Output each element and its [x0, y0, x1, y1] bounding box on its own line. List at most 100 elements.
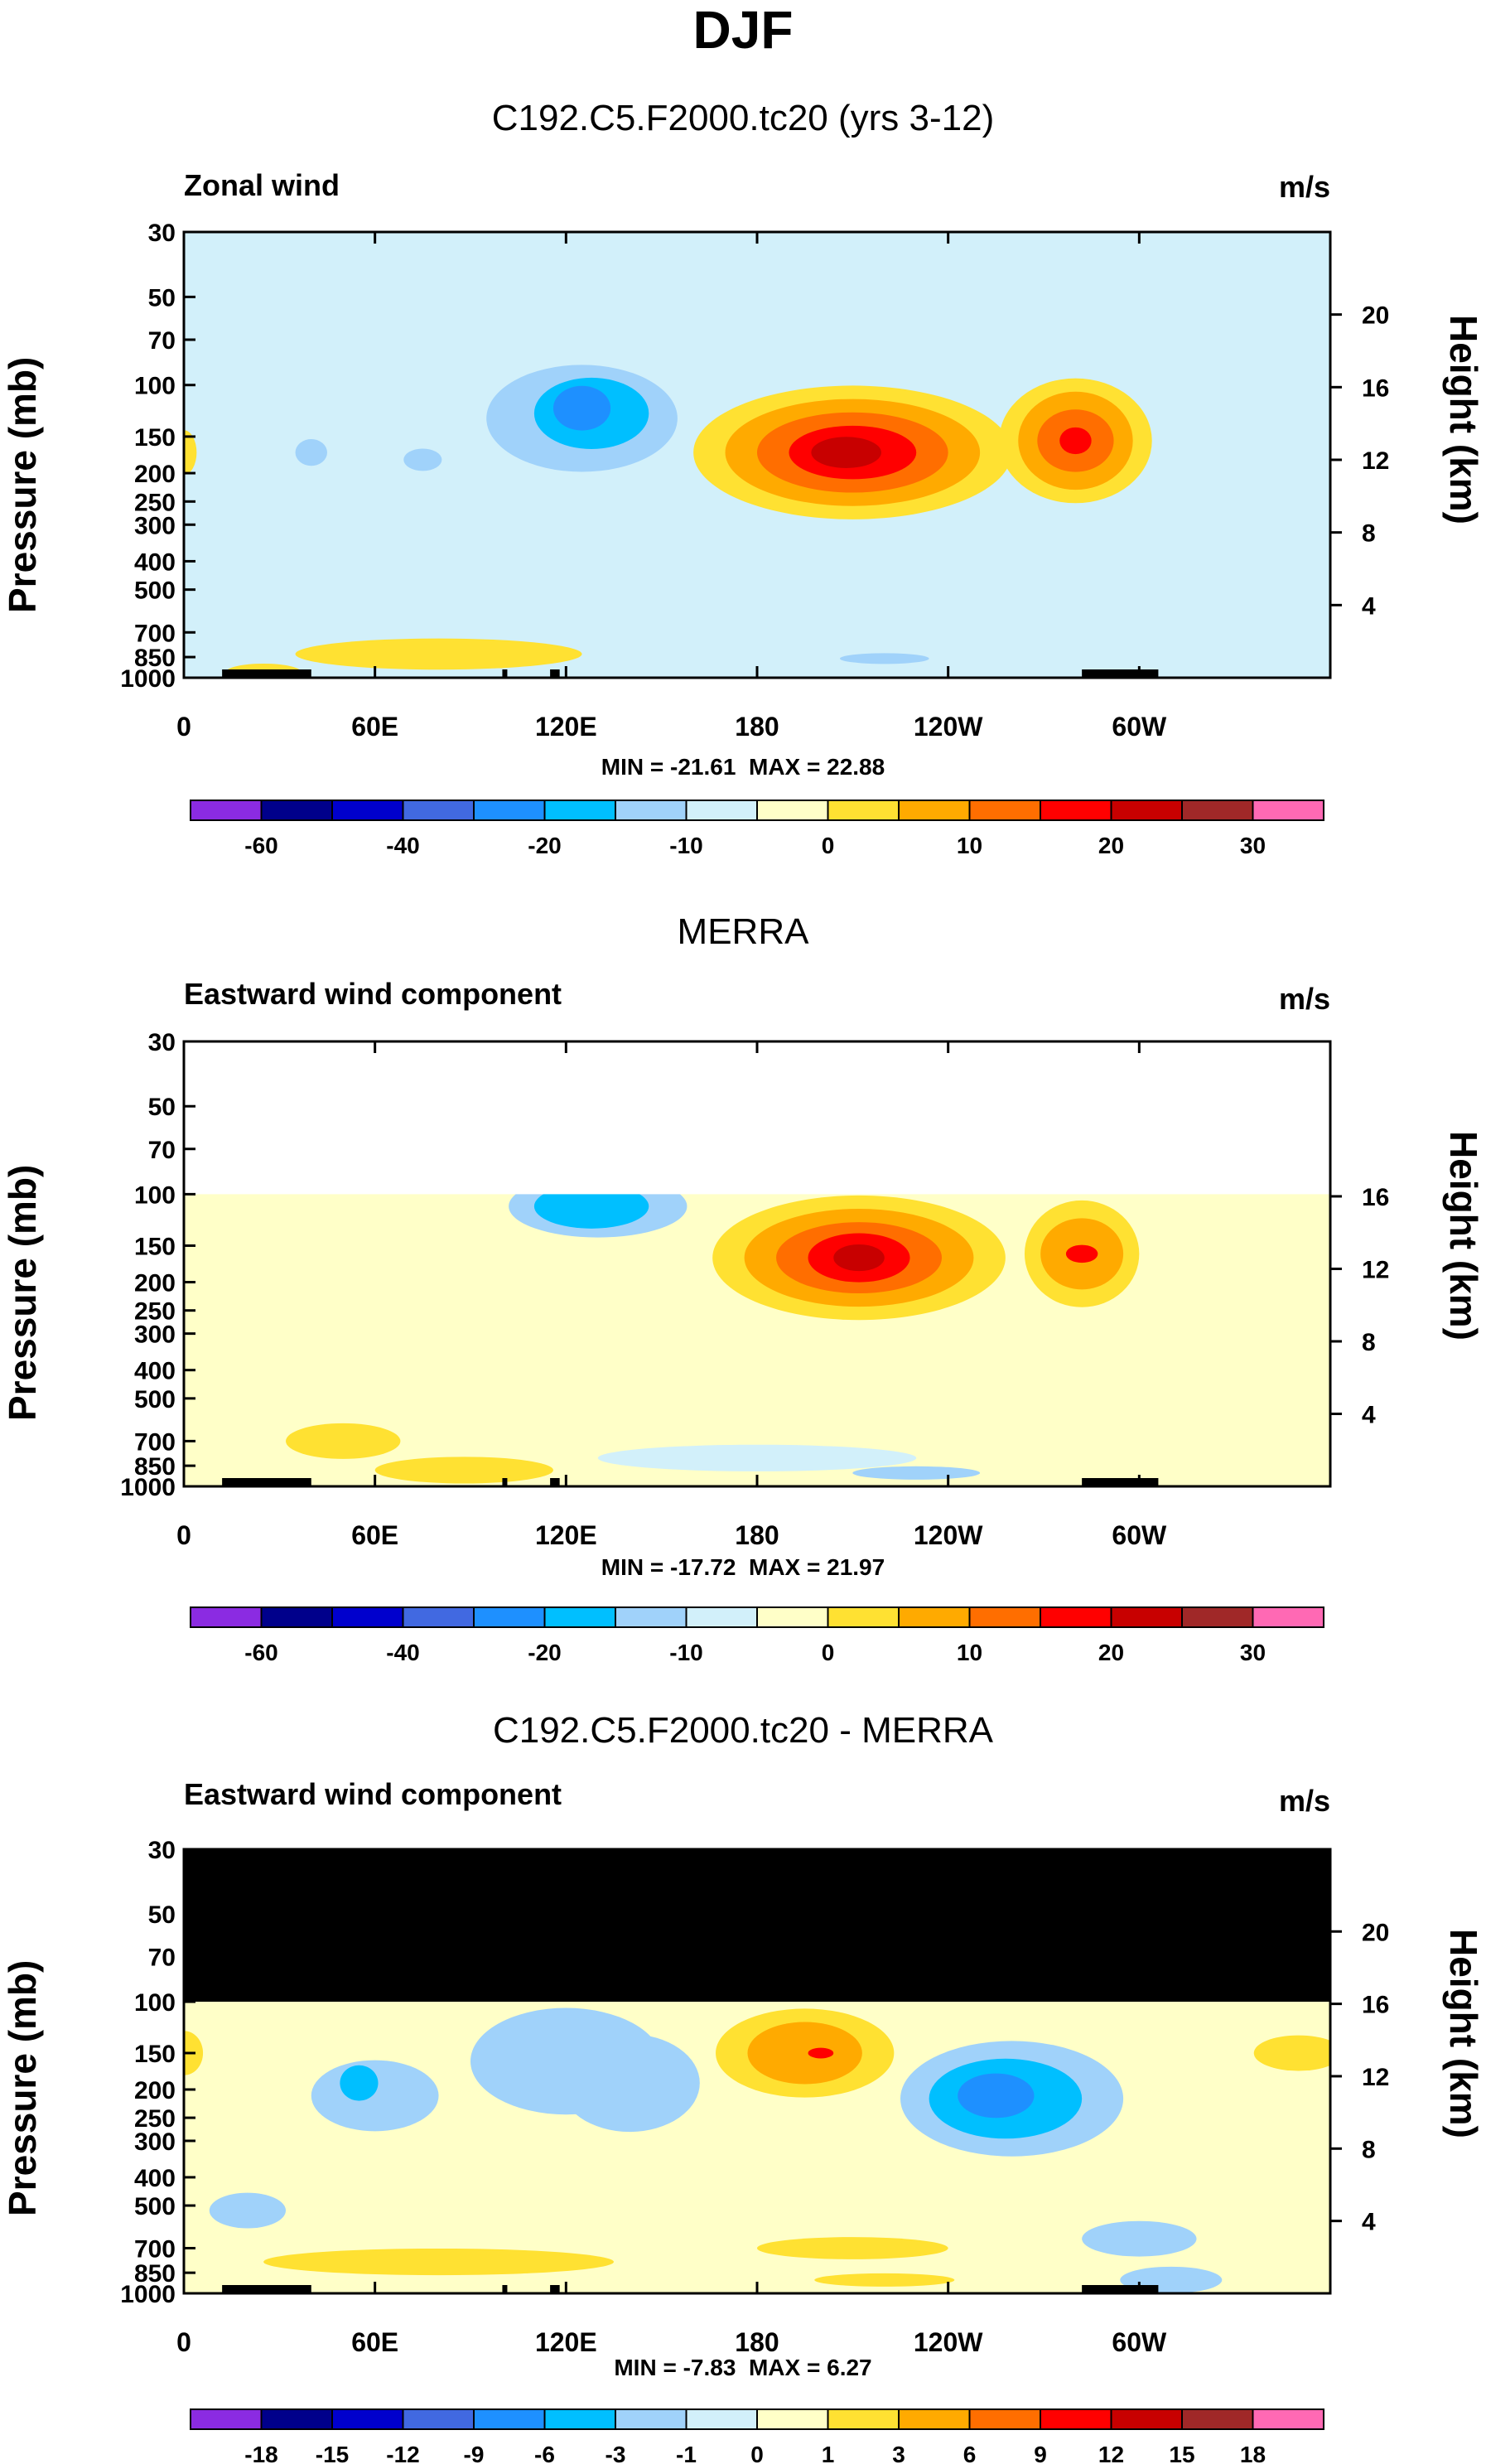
- page-title: DJF: [692, 0, 794, 60]
- panel-2-pressure-tick-label: 1000: [120, 1474, 176, 1501]
- panel-3-contour-region: [1082, 2220, 1197, 2257]
- colorbar-swatch: [615, 2408, 688, 2430]
- panel-3-contour-region: [814, 2273, 955, 2287]
- panel-1-title: C192.C5.F2000.tc20 (yrs 3-12): [491, 98, 995, 138]
- colorbar-swatch: [473, 800, 546, 821]
- panel-2-x-tick-label: 60W: [1112, 1520, 1167, 1550]
- colorbar-label: 0: [750, 2442, 764, 2464]
- panel-3-title: C192.C5.F2000.tc20 - MERRA: [492, 1710, 994, 1751]
- panel-2-min: MIN = -17.72: [601, 1554, 736, 1580]
- panel-2-pressure-tick-label: 200: [134, 1270, 176, 1297]
- panel-3-x-tick-label: 60W: [1112, 2327, 1167, 2357]
- colorbar-label: -6: [534, 2442, 555, 2464]
- panel-1-pressure-tick-label: 850: [134, 645, 176, 672]
- panel-2-topography: [1082, 1478, 1159, 1486]
- panel-2-pressure-tick-label: 850: [134, 1453, 176, 1481]
- panel-2-height-tick-label: 12: [1362, 1256, 1389, 1283]
- panel-3-masked-region: [184, 1849, 1330, 2003]
- colorbar-swatch: [473, 2408, 546, 2430]
- colorbar-label: 18: [1240, 2442, 1266, 2464]
- colorbar-swatch: [968, 2408, 1041, 2430]
- panel-1-variable-label: Zonal wind: [184, 168, 340, 202]
- panel-1-x-tick-label: 120W: [914, 712, 983, 742]
- colorbar-swatch: [1252, 2408, 1324, 2430]
- panel-3-pressure-tick-label: 400: [134, 2165, 176, 2192]
- panel-3-height-tick-label: 20: [1362, 1919, 1389, 1946]
- panel-2-contour-region: [533, 1184, 649, 1229]
- panel-2-masked-region: [184, 1041, 1330, 1195]
- colorbar-label: 30: [1240, 1640, 1266, 1665]
- panel-3-pressure-tick-label: 100: [134, 1989, 176, 2017]
- panel-1-contour-region: [295, 638, 582, 670]
- colorbar-label: -12: [386, 2442, 419, 2464]
- panel-3-height-tick-label: 4: [1362, 2209, 1376, 2236]
- panel-1-height-tick-label: 8: [1362, 520, 1376, 548]
- panel-2-variable-label: Eastward wind component: [184, 977, 562, 1011]
- colorbar-label: -60: [244, 1640, 277, 1665]
- colorbar-swatch: [756, 800, 829, 821]
- panel-1-topography: [222, 669, 311, 678]
- panel-2-contour-region: [833, 1244, 885, 1272]
- panel-2-pressure-tick-label: 50: [148, 1094, 176, 1121]
- panel-1-x-tick-label: 180: [735, 712, 779, 742]
- panel-3-pressure-tick-label: 500: [134, 2193, 176, 2220]
- panel-3-contour-region: [209, 2192, 287, 2229]
- colorbar-label: -15: [316, 2442, 349, 2464]
- panel-1-max: MAX = 22.88: [749, 754, 885, 780]
- panel-3-contour-region: [747, 2022, 862, 2085]
- colorbar-swatch: [685, 1606, 758, 1628]
- colorbar-label: 20: [1098, 1640, 1124, 1665]
- panel-3-contour-region: [757, 2237, 948, 2259]
- panel-1-contour-region: [552, 385, 611, 431]
- panel-3-x-tick-label: 120E: [535, 2327, 597, 2357]
- colorbar-swatch: [190, 800, 263, 821]
- panel-3-pressure-tick-label: 150: [134, 2041, 176, 2068]
- panel-3-pressure-tick-label: 50: [148, 1901, 176, 1929]
- panel-2-contour-region: [374, 1457, 553, 1484]
- panel-1-pressure-tick-label: 70: [148, 327, 176, 355]
- colorbar-swatch: [543, 2408, 616, 2430]
- colorbar-label: -1: [676, 2442, 697, 2464]
- colorbar-swatch: [1181, 2408, 1254, 2430]
- panel-3-minmax: MIN = -7.83 MAX = 6.27: [0, 2355, 1486, 2381]
- panel-2-height-tick-label: 8: [1362, 1329, 1376, 1356]
- panel-2-topography: [550, 1478, 560, 1486]
- colorbar-label: -3: [605, 2442, 626, 2464]
- colorbar-swatch: [331, 800, 404, 821]
- colorbar-swatch: [260, 1606, 333, 1628]
- panel-1-pressure-tick-label: 300: [134, 512, 176, 539]
- panel-1-contour-region: [839, 653, 929, 664]
- panel-3-pressure-tick-label: 250: [134, 2105, 176, 2133]
- colorbar-swatch: [190, 1606, 263, 1628]
- panel-1-contour-region: [295, 438, 327, 466]
- panel-3-height-tick-label: 16: [1362, 1992, 1389, 2019]
- panel-2-plot: 0 60E 120E 180 120W 60W3050701001502002503004…: [120, 1029, 1389, 1665]
- panel-1-colorbar: -60 -40 -20 -10 0 10 20 30: [190, 800, 1324, 858]
- colorbar-label: 12: [1098, 2442, 1124, 2464]
- panel-2-title: MERRA: [677, 911, 809, 952]
- panel-2-contour-region: [597, 1444, 917, 1471]
- panel-1-pressure-tick-label: 250: [134, 489, 176, 516]
- panel-2-x-tick-label: 180: [735, 1520, 779, 1550]
- panel-3-colorbar: -18 -15 -12 -9 -6 -3 -1 0 1 3 6 9 12 15 18: [190, 2408, 1324, 2464]
- colorbar-label: 30: [1240, 833, 1266, 858]
- panel-2-pressure-tick-label: 30: [148, 1029, 176, 1056]
- panel-3-topography: [550, 2285, 560, 2293]
- panel-3-topography: [502, 2285, 508, 2293]
- colorbar-label: 6: [963, 2442, 977, 2464]
- colorbar-swatch: [1252, 800, 1324, 821]
- panel-1-pressure-tick-label: 100: [134, 373, 176, 400]
- panel-1-minmax: MIN = -21.61 MAX = 22.88: [0, 754, 1486, 780]
- panel-2-topography: [502, 1478, 508, 1486]
- colorbar-label: 1: [822, 2442, 835, 2464]
- panel-3-contour-region: [263, 2248, 614, 2276]
- panel-1-pressure-tick-label: 30: [148, 220, 176, 247]
- colorbar-swatch: [685, 800, 758, 821]
- colorbar-swatch: [402, 1606, 475, 1628]
- panel-1-pressure-tick-label: 150: [134, 424, 176, 452]
- colorbar-label: 10: [957, 833, 982, 858]
- panel-1-x-tick-label: 0: [176, 712, 191, 742]
- colorbar-swatch: [898, 2408, 971, 2430]
- panel-2-units-label: m/s: [1278, 982, 1330, 1016]
- colorbar-swatch: [1040, 2408, 1112, 2430]
